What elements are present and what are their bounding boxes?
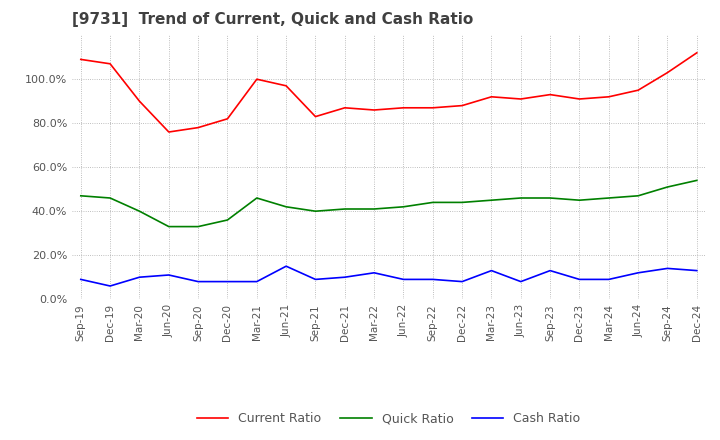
Line: Quick Ratio: Quick Ratio <box>81 180 697 227</box>
Legend: Current Ratio, Quick Ratio, Cash Ratio: Current Ratio, Quick Ratio, Cash Ratio <box>192 407 585 430</box>
Cash Ratio <box>282 264 290 269</box>
Current Ratio <box>253 77 261 82</box>
Cash Ratio <box>311 277 320 282</box>
Cash Ratio <box>76 277 85 282</box>
Current Ratio <box>428 105 437 110</box>
Current Ratio <box>516 96 525 102</box>
Quick Ratio <box>223 217 232 223</box>
Cash Ratio <box>634 270 642 275</box>
Current Ratio <box>634 88 642 93</box>
Current Ratio <box>399 105 408 110</box>
Quick Ratio <box>76 193 85 198</box>
Cash Ratio <box>663 266 672 271</box>
Line: Current Ratio: Current Ratio <box>81 53 697 132</box>
Cash Ratio <box>106 283 114 289</box>
Current Ratio <box>370 107 379 113</box>
Cash Ratio <box>605 277 613 282</box>
Current Ratio <box>76 57 85 62</box>
Current Ratio <box>693 50 701 55</box>
Quick Ratio <box>282 204 290 209</box>
Quick Ratio <box>428 200 437 205</box>
Cash Ratio <box>693 268 701 273</box>
Quick Ratio <box>341 206 349 212</box>
Quick Ratio <box>487 198 496 203</box>
Cash Ratio <box>546 268 554 273</box>
Current Ratio <box>311 114 320 119</box>
Quick Ratio <box>106 195 114 201</box>
Cash Ratio <box>458 279 467 284</box>
Quick Ratio <box>370 206 379 212</box>
Current Ratio <box>663 70 672 75</box>
Current Ratio <box>282 83 290 88</box>
Current Ratio <box>546 92 554 97</box>
Quick Ratio <box>311 209 320 214</box>
Cash Ratio <box>399 277 408 282</box>
Line: Cash Ratio: Cash Ratio <box>81 266 697 286</box>
Quick Ratio <box>135 209 144 214</box>
Quick Ratio <box>516 195 525 201</box>
Current Ratio <box>135 99 144 104</box>
Cash Ratio <box>164 272 173 278</box>
Quick Ratio <box>399 204 408 209</box>
Current Ratio <box>487 94 496 99</box>
Cash Ratio <box>223 279 232 284</box>
Current Ratio <box>194 125 202 130</box>
Text: [9731]  Trend of Current, Quick and Cash Ratio: [9731] Trend of Current, Quick and Cash … <box>72 12 473 27</box>
Cash Ratio <box>135 275 144 280</box>
Quick Ratio <box>634 193 642 198</box>
Quick Ratio <box>194 224 202 229</box>
Quick Ratio <box>253 195 261 201</box>
Current Ratio <box>605 94 613 99</box>
Current Ratio <box>575 96 584 102</box>
Quick Ratio <box>575 198 584 203</box>
Quick Ratio <box>546 195 554 201</box>
Cash Ratio <box>516 279 525 284</box>
Quick Ratio <box>164 224 173 229</box>
Cash Ratio <box>253 279 261 284</box>
Cash Ratio <box>194 279 202 284</box>
Current Ratio <box>164 129 173 135</box>
Cash Ratio <box>487 268 496 273</box>
Cash Ratio <box>341 275 349 280</box>
Quick Ratio <box>663 184 672 190</box>
Quick Ratio <box>458 200 467 205</box>
Current Ratio <box>458 103 467 108</box>
Current Ratio <box>223 116 232 121</box>
Current Ratio <box>106 61 114 66</box>
Current Ratio <box>341 105 349 110</box>
Quick Ratio <box>693 178 701 183</box>
Cash Ratio <box>428 277 437 282</box>
Cash Ratio <box>370 270 379 275</box>
Quick Ratio <box>605 195 613 201</box>
Cash Ratio <box>575 277 584 282</box>
